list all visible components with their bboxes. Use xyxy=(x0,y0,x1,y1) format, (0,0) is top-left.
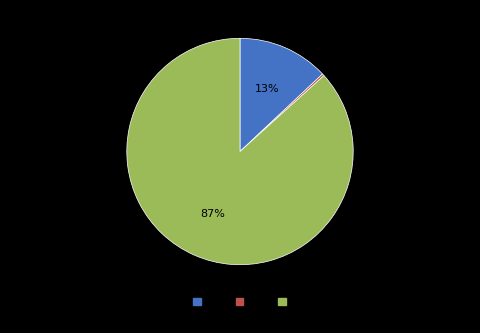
Wedge shape xyxy=(240,74,324,152)
Text: 13%: 13% xyxy=(255,84,279,94)
Text: 87%: 87% xyxy=(200,208,225,218)
Legend: , , : , , xyxy=(189,293,291,311)
Wedge shape xyxy=(240,38,323,152)
Wedge shape xyxy=(127,38,353,265)
